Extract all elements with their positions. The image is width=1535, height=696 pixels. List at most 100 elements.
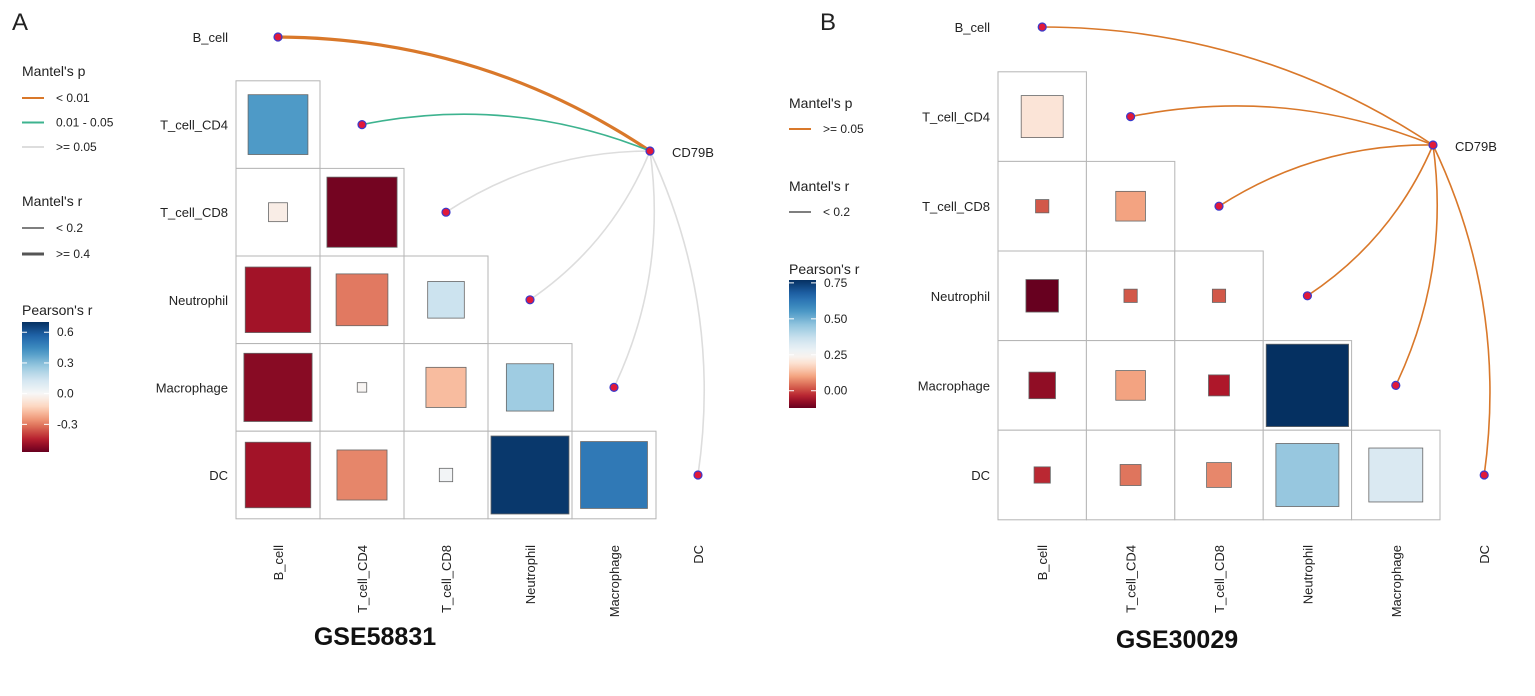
correlation-square-T_cell_CD8-B_cell (268, 202, 288, 223)
column-label: B_cell (1035, 545, 1050, 581)
correlation-square-Macrophage-T_cell_CD4 (1115, 370, 1146, 401)
correlation-square-DC-T_cell_CD8 (438, 467, 454, 483)
legend-mantel-r-label: < 0.2 (56, 221, 83, 235)
correlation-square-Macrophage-T_cell_CD8 (425, 366, 467, 408)
correlation-square-DC-Neutrophil (1275, 443, 1340, 507)
correlation-square-Macrophage-B_cell (243, 352, 313, 422)
legend-mantel-p-title: Mantel's p (22, 63, 86, 79)
row-label: B_cell (955, 20, 991, 35)
mantel-link-DC (1432, 144, 1491, 476)
colorbar-tick-label: 0.25 (824, 348, 848, 362)
correlation-square-Neutrophil-T_cell_CD8 (427, 281, 465, 319)
mantel-link-T_cell_CD8 (445, 150, 651, 213)
legend-mantel-r-label: >= 0.4 (56, 247, 90, 261)
dataset-title: GSE58831 (314, 623, 436, 651)
correlation-square-Macrophage-T_cell_CD8 (1208, 374, 1230, 397)
row-label: Macrophage (918, 378, 990, 393)
correlation-square-DC-Neutrophil (490, 435, 570, 515)
column-label: Macrophage (607, 545, 622, 617)
target-label: CD79B (1455, 139, 1497, 154)
mantel-link-Neutrophil (1306, 144, 1434, 297)
column-label: T_cell_CD4 (355, 545, 370, 613)
column-label: Neutrophil (523, 545, 538, 604)
grid-cell (997, 250, 1087, 342)
column-label: DC (1477, 545, 1492, 564)
mantel-link-B_cell (277, 35, 651, 153)
correlation-square-T_cell_CD4-B_cell (1020, 95, 1064, 138)
node-target (1428, 140, 1438, 150)
correlation-square-Neutrophil-T_cell_CD4 (335, 273, 389, 327)
column-label: T_cell_CD8 (1212, 545, 1227, 613)
correlation-square-DC-Macrophage (580, 441, 648, 509)
grid-cell (319, 343, 405, 432)
panel-a: A GSE58831 B_cell B_cell T_cell_CD4 T_cell_CD… (12, 9, 714, 651)
row-label: T_cell_CD4 (922, 110, 990, 125)
legend-pearson-title: Pearson's r (789, 261, 860, 277)
column-label: Neutrophil (1300, 545, 1315, 604)
node-T_cell_CD4 (357, 119, 367, 130)
dataset-title: GSE30029 (1116, 626, 1238, 654)
node-B_cell (273, 32, 283, 42)
mantel-link-DC (649, 150, 706, 476)
correlation-square-DC-T_cell_CD8 (1206, 462, 1232, 488)
legend-mantel-p-title: Mantel's p (789, 95, 853, 111)
correlation-square-Neutrophil-T_cell_CD4 (1123, 288, 1138, 303)
colorbar-tick-label: 0.6 (57, 325, 74, 339)
legend-pearson-title: Pearson's r (22, 302, 93, 318)
correlation-square-T_cell_CD8-T_cell_CD4 (1115, 190, 1146, 222)
node-DC (1479, 470, 1489, 480)
legend-mantel-r-label: < 0.2 (823, 205, 850, 219)
correlation-square-Neutrophil-T_cell_CD8 (1211, 288, 1227, 303)
mantel-link-T_cell_CD8 (1218, 144, 1434, 207)
row-label: Neutrophil (169, 293, 228, 308)
target-label: CD79B (672, 145, 714, 160)
correlation-square-T_cell_CD4-B_cell (247, 94, 309, 155)
correlation-square-T_cell_CD8-B_cell (1035, 199, 1050, 214)
row-label: B_cell (193, 30, 229, 45)
correlation-square-Neutrophil-B_cell (1025, 279, 1059, 313)
legend-mantel-p-label: >= 0.05 (823, 122, 864, 136)
correlation-square-Neutrophil-B_cell (244, 266, 312, 333)
correlation-square-DC-T_cell_CD4 (1119, 464, 1142, 486)
legend-mantel-p-label: 0.01 - 0.05 (56, 116, 114, 130)
row-label: T_cell_CD8 (160, 205, 228, 220)
panel-label: B (820, 9, 836, 36)
node-Neutrophil (525, 295, 535, 305)
legend-mantel-p-label: >= 0.05 (56, 140, 97, 154)
colorbar-tick-label: 0.75 (824, 276, 848, 290)
row-label: DC (209, 468, 228, 483)
colorbar-tick-label: 0.00 (824, 384, 848, 398)
column-label: Macrophage (1389, 545, 1404, 617)
mantel-link-T_cell_CD4 (1130, 105, 1434, 146)
row-label: Neutrophil (931, 289, 990, 304)
correlation-square-DC-T_cell_CD4 (336, 449, 388, 501)
row-label: Macrophage (156, 380, 228, 395)
correlation-square-DC-B_cell (244, 441, 312, 509)
node-T_cell_CD8 (441, 207, 451, 217)
legend-mantel-r-title: Mantel's r (22, 193, 83, 209)
correlation-square-Macrophage-T_cell_CD4 (356, 382, 368, 393)
column-label: DC (691, 545, 706, 564)
correlation-square-Macrophage-B_cell (1028, 371, 1056, 400)
column-label: B_cell (271, 545, 286, 581)
row-label: DC (971, 468, 990, 483)
correlation-square-Macrophage-Neutrophil (505, 363, 555, 412)
correlation-square-T_cell_CD8-T_cell_CD4 (326, 176, 398, 248)
mantel-link-T_cell_CD4 (361, 113, 651, 152)
pearson-colorbar (789, 280, 816, 408)
node-Macrophage (1391, 380, 1401, 390)
node-T_cell_CD4 (1125, 111, 1136, 122)
node-target (645, 146, 655, 156)
correlation-square-DC-B_cell (1033, 466, 1051, 484)
node-T_cell_CD8 (1214, 201, 1224, 211)
colorbar-tick-label: 0.50 (824, 312, 848, 326)
correlation-square-DC-Macrophage (1368, 447, 1424, 503)
node-DC (693, 470, 703, 480)
mantel-link-B_cell (1042, 26, 1434, 146)
node-Neutrophil (1302, 291, 1313, 301)
panel-label: A (12, 9, 28, 36)
row-label: T_cell_CD8 (922, 199, 990, 214)
row-label: T_cell_CD4 (160, 118, 228, 133)
correlation-square-Macrophage-Neutrophil (1265, 343, 1349, 428)
